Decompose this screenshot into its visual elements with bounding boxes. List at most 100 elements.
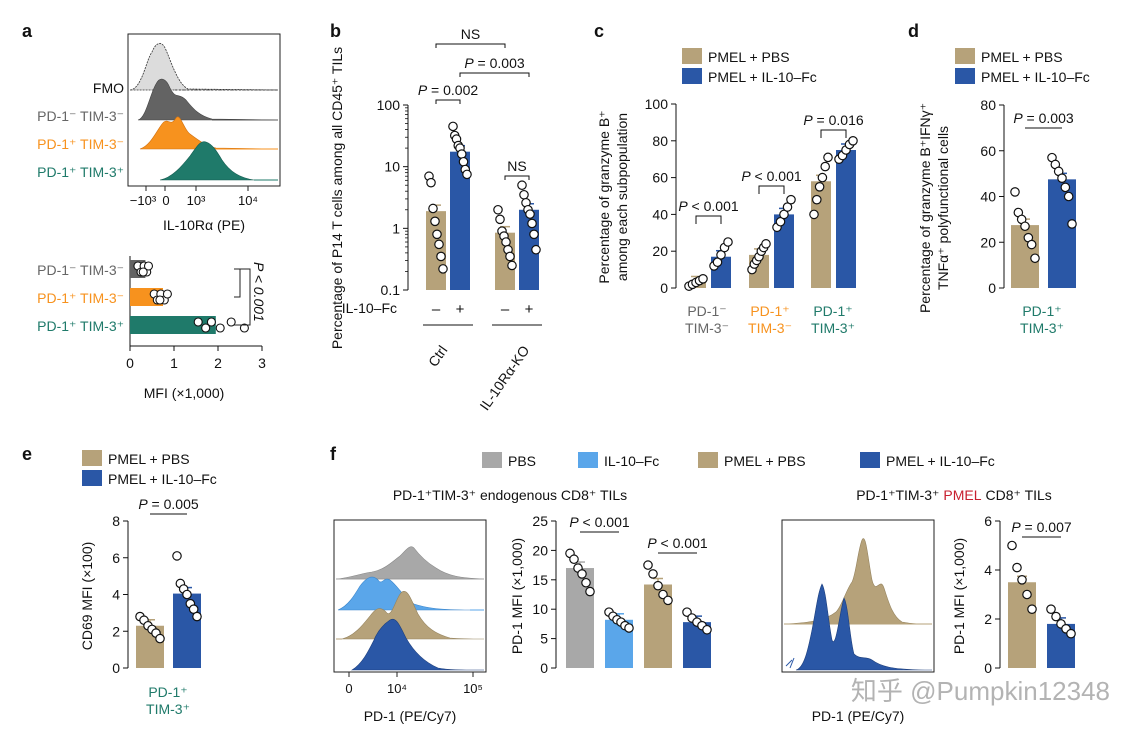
hist-xlabel: IL-10Rα (PE) bbox=[163, 217, 245, 233]
hist-noise bbox=[789, 657, 795, 669]
il10fc-sign: – bbox=[501, 301, 510, 318]
data-point bbox=[1046, 604, 1056, 614]
sig-bracket bbox=[504, 175, 530, 180]
data-point bbox=[462, 169, 472, 180]
data-point bbox=[1030, 253, 1040, 264]
data-point bbox=[585, 586, 595, 597]
sig-annotation: P = 0.003 bbox=[464, 55, 525, 71]
group-label-ctrl: Ctrl bbox=[425, 343, 451, 370]
panel-c: c PMEL + PBS PMEL + IL-10–Fc Percentage … bbox=[594, 21, 864, 336]
hist-xtick-label: −10³ bbox=[130, 193, 157, 208]
right-title-part: CD8⁺ TILs bbox=[986, 487, 1052, 503]
data-point bbox=[436, 251, 446, 262]
y-tick-label: 2 bbox=[984, 611, 992, 627]
y-tick-label: 4 bbox=[984, 562, 992, 578]
legend-label-pmel-il10: PMEL + IL-10–Fc bbox=[981, 69, 1090, 85]
sig-bracket bbox=[234, 268, 241, 298]
legend-swatch-pmel-pbs bbox=[698, 452, 718, 468]
y-tick-label: 100 bbox=[645, 96, 669, 112]
data-point bbox=[1063, 191, 1074, 202]
hist-xtick-label: 10⁵ bbox=[463, 681, 483, 696]
data-point bbox=[507, 260, 517, 271]
panel-e-chart: 0 2 4 6 8 P = 0.005 bbox=[112, 496, 202, 676]
panel-d-ylabel-2: TNFα⁺ polyfunctional cells bbox=[935, 126, 951, 290]
hbar-label: PD-1⁺ TIM-3⁺ bbox=[37, 318, 124, 334]
legend-swatch-pmel-pbs bbox=[955, 48, 975, 64]
hist-xtick-label: 10⁴ bbox=[387, 681, 407, 696]
sig-bracket bbox=[459, 72, 530, 77]
hist-label-pd1pos-tim3neg: PD-1⁺ TIM-3⁻ bbox=[37, 136, 124, 152]
p-value: < 0.001 bbox=[688, 198, 739, 214]
data-point bbox=[1027, 604, 1037, 614]
data-point bbox=[519, 189, 529, 200]
data-point bbox=[1026, 239, 1037, 250]
panel-d-chart: 0 20 40 60 80 P = 0.003 bbox=[980, 97, 1077, 296]
panel-e: e PMEL + PBS PMEL + IL-10–Fc CD69 MFI (×… bbox=[22, 444, 217, 717]
sig-annotation: P < 0.001 bbox=[741, 168, 802, 184]
hist-xtick-label: 0 bbox=[162, 193, 169, 208]
data-point bbox=[517, 180, 527, 191]
panel-d-ylabel-1: Percentage of granzyme B⁺IFNγ⁺ bbox=[917, 103, 933, 313]
hist-pmel-il10 bbox=[350, 618, 485, 671]
data-point bbox=[226, 317, 236, 327]
y-tick-label: 0 bbox=[540, 660, 548, 676]
bar bbox=[450, 151, 470, 290]
sig-annotation: NS bbox=[461, 26, 480, 42]
panel-b-letter: b bbox=[330, 21, 341, 41]
data-point bbox=[527, 218, 537, 229]
data-point bbox=[698, 273, 708, 284]
sig-bracket bbox=[758, 185, 785, 194]
sig-annotation: P < 0.001 bbox=[647, 535, 708, 551]
hist-xlabel: PD-1 (PE/Cy7) bbox=[364, 708, 457, 724]
legend-swatch-pmel-il10 bbox=[955, 68, 975, 84]
histogram-frame bbox=[781, 519, 935, 673]
watermark: 知乎 @Pumpkin12348 bbox=[851, 676, 1110, 706]
data-point bbox=[1057, 173, 1067, 183]
group-label: PD-1⁺ bbox=[148, 684, 187, 700]
y-tick-label: 8 bbox=[112, 513, 120, 529]
y-tick-label: 0 bbox=[112, 660, 120, 676]
data-point bbox=[495, 214, 505, 225]
data-point bbox=[172, 551, 182, 561]
legend-swatch-pmel-il10 bbox=[682, 68, 702, 84]
panel-f-letter: f bbox=[330, 444, 337, 464]
sig-annotation: P < 0.001 bbox=[678, 198, 739, 214]
hist-fmo bbox=[129, 43, 279, 91]
x-tick-label: 0 bbox=[126, 355, 134, 371]
data-point bbox=[1012, 562, 1022, 573]
data-point bbox=[215, 323, 225, 333]
p-value: < 0.001 bbox=[751, 168, 802, 184]
sig-bracket bbox=[695, 215, 722, 224]
hist-pmel-il10-right bbox=[795, 583, 933, 671]
data-point bbox=[182, 589, 192, 600]
group-label: TIM-3⁺ bbox=[1020, 320, 1064, 336]
x-tick-label: 2 bbox=[214, 355, 222, 371]
sig-annotation: P < 0.001 bbox=[251, 262, 267, 322]
hist-pd1neg-tim3neg bbox=[137, 78, 279, 121]
sig-annotation: P < 0.001 bbox=[569, 514, 630, 530]
y-tick-label: 10 bbox=[532, 601, 548, 617]
group-label: PD-1⁺ bbox=[813, 303, 852, 319]
sig-bracket bbox=[435, 99, 461, 104]
y-tick-label: 60 bbox=[652, 170, 668, 186]
y-tick-label: 6 bbox=[984, 513, 992, 529]
data-point bbox=[569, 554, 579, 565]
panel-a-hbar-chart: 0 1 2 3 bbox=[126, 256, 266, 371]
data-point bbox=[239, 323, 249, 333]
panel-a-letter: a bbox=[22, 21, 33, 41]
p-letter: P bbox=[1013, 110, 1023, 126]
data-point bbox=[448, 121, 458, 132]
sig-bracket bbox=[234, 268, 251, 326]
data-point bbox=[817, 172, 828, 183]
data-point bbox=[438, 264, 448, 274]
data-point bbox=[432, 229, 442, 240]
hist-noise bbox=[785, 659, 793, 667]
p-letter: P bbox=[803, 112, 813, 128]
y-tick-label: 20 bbox=[532, 542, 548, 558]
data-point bbox=[1022, 589, 1032, 600]
data-point bbox=[809, 209, 819, 220]
group-label: PD-1⁺ bbox=[1022, 303, 1061, 319]
legend-swatch-pbs bbox=[482, 452, 502, 468]
data-point bbox=[430, 216, 440, 227]
